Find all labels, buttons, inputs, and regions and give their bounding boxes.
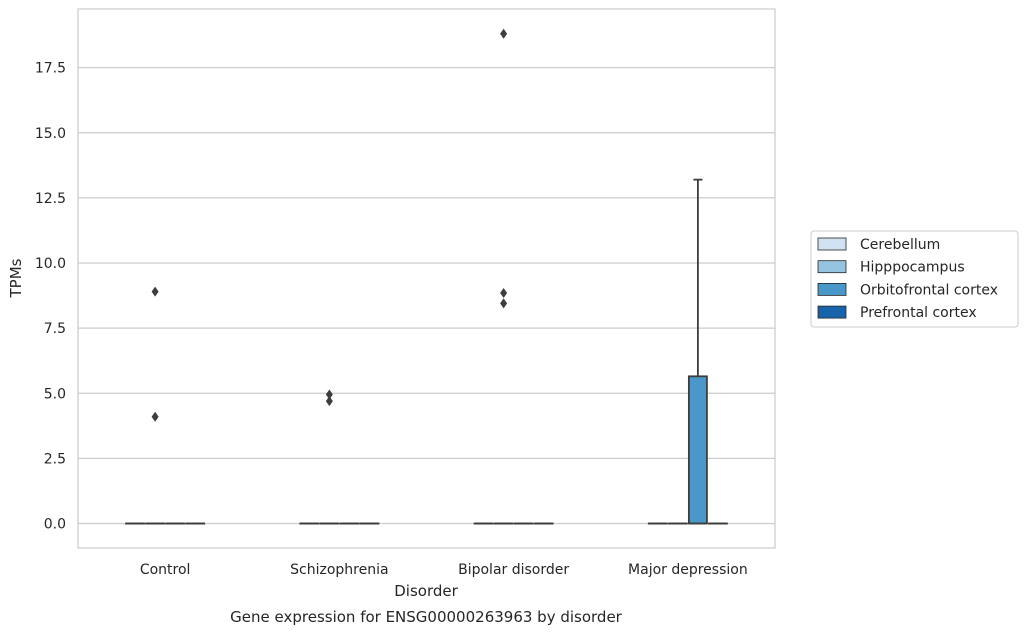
y-tick-label: 2.5 xyxy=(44,451,66,467)
x-axis-label: Disorder xyxy=(394,582,458,600)
box-series xyxy=(125,28,728,525)
plot-background xyxy=(78,9,775,548)
outlier-point xyxy=(500,287,508,298)
y-tick-label: 15.0 xyxy=(35,126,66,142)
box-element xyxy=(493,28,514,525)
plot-frame xyxy=(77,8,776,549)
y-tick-label: 0.0 xyxy=(44,517,66,533)
box-element xyxy=(687,178,708,525)
x-tick-labels: Control Schizophrenia Bipolar disorder Majo… xyxy=(140,562,748,578)
x-tick-label: Schizophrenia xyxy=(290,562,388,578)
legend-label: Hipppocampus xyxy=(860,260,965,276)
y-tick-label: 7.5 xyxy=(44,321,66,337)
outlier-point xyxy=(151,411,159,422)
chart-caption: Gene expression for ENSG00000263963 by d… xyxy=(230,608,623,626)
legend-label: Orbitofrontal cortex xyxy=(860,282,998,298)
legend-swatch xyxy=(817,305,847,319)
y-tick-label: 12.5 xyxy=(35,191,66,207)
outlier-point xyxy=(325,396,333,407)
legend: Cerebellum Hipppocampus Orbitofrontal cort… xyxy=(810,230,1019,328)
legend-frame xyxy=(810,230,1019,328)
y-tick-label: 5.0 xyxy=(44,386,66,402)
outlier-point xyxy=(325,389,333,400)
outlier-point xyxy=(151,286,159,297)
x-tick-label: Control xyxy=(140,562,191,578)
y-tick-label: 10.0 xyxy=(35,256,66,272)
grid-lines xyxy=(78,67,775,525)
x-tick-label: Major depression xyxy=(628,562,748,578)
y-tick-label: 17.5 xyxy=(35,61,66,77)
legend-label: Cerebellum xyxy=(860,237,940,253)
box-element xyxy=(319,389,340,525)
y-axis-label: TPMs xyxy=(7,258,25,298)
outlier-point xyxy=(500,298,508,309)
legend-label: Prefrontal cortex xyxy=(860,305,977,321)
legend-swatch xyxy=(817,260,847,274)
box-element xyxy=(145,286,166,525)
legend-swatch xyxy=(817,237,847,251)
x-tick-label: Bipolar disorder xyxy=(458,562,569,578)
outlier-point xyxy=(500,28,508,39)
legend-swatch xyxy=(817,282,847,296)
y-tick-labels: 0.0 2.5 5.0 7.5 10.0 12.5 15.0 17.5 xyxy=(35,61,66,533)
box-body xyxy=(687,375,708,525)
